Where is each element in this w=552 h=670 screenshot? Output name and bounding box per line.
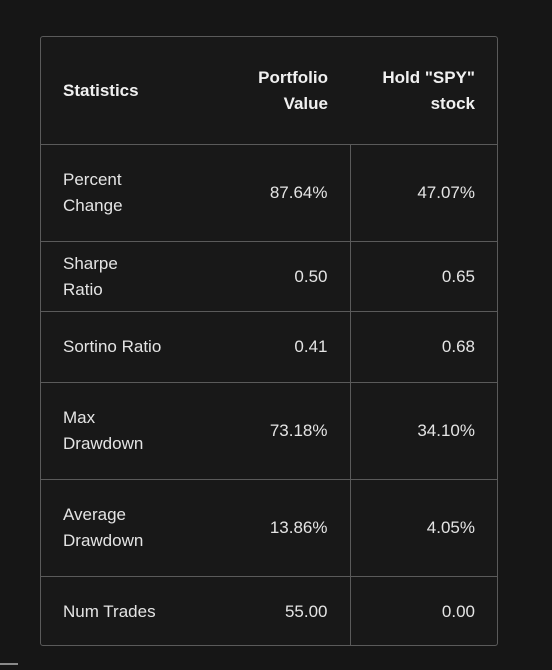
statistics-grid: Statistics Portfolio Value Hold "SPY" st… — [41, 37, 497, 646]
table-header: Statistics Portfolio Value Hold "SPY" st… — [41, 37, 497, 145]
row-label: Sortino Ratio — [41, 311, 192, 383]
scroll-indicator — [0, 663, 18, 665]
portfolio-value-header: Portfolio Value — [192, 37, 350, 145]
row-label-line2: Drawdown — [63, 531, 144, 550]
row-label-line1: Sortino Ratio — [63, 337, 162, 356]
row-label-line1: Sharpe Ratio — [63, 253, 118, 299]
spy-header-line1: Hold "SPY" — [382, 67, 475, 87]
spy-cell: 0.65 — [349, 241, 497, 312]
table-body: Percent Change 87.64% 47.07% Sharpe Ratio… — [41, 144, 497, 647]
row-label-line1: Num Trades — [63, 601, 156, 621]
row-label: Percent Change — [41, 144, 192, 242]
header-row: Statistics Portfolio Value Hold "SPY" st… — [41, 37, 497, 145]
row-label: Average Drawdown — [41, 479, 192, 577]
portfolio-cell: 87.64% — [192, 144, 350, 242]
portfolio-cell: 0.41 — [192, 311, 350, 383]
row-label-line1: Max — [63, 408, 96, 427]
hold-spy-header: Hold "SPY" stock — [350, 37, 497, 145]
row-label-line2: Change — [63, 196, 123, 215]
table-row: Max Drawdown 73.18% 34.10% — [41, 382, 497, 480]
table-row: Num Trades 55.00 0.00 — [41, 576, 497, 647]
spy-cell: 47.07% — [349, 144, 497, 242]
row-label-line1: Percent — [63, 170, 122, 189]
statistics-header-label: Statistics — [63, 80, 139, 100]
portfolio-header-line1: Portfolio — [258, 67, 328, 87]
spy-cell: 34.10% — [349, 382, 497, 480]
statistics-table: Statistics Portfolio Value Hold "SPY" st… — [40, 36, 498, 646]
spy-cell: 4.05% — [349, 479, 497, 577]
portfolio-cell: 73.18% — [192, 382, 350, 480]
row-label-line1: Average — [63, 505, 127, 524]
row-label-line2: Drawdown — [63, 434, 144, 453]
portfolio-cell: 13.86% — [192, 479, 350, 577]
row-label: Max Drawdown — [41, 382, 192, 480]
statistics-header: Statistics — [41, 37, 192, 145]
table-row: Sortino Ratio 0.41 0.68 — [41, 311, 497, 383]
table-row: Sharpe Ratio 0.50 0.65 — [41, 241, 497, 312]
table-row: Average Drawdown 13.86% 4.05% — [41, 479, 497, 577]
row-label: Sharpe Ratio — [41, 241, 192, 312]
spy-cell: 0.68 — [349, 311, 497, 383]
spy-header-line2: stock — [430, 93, 475, 113]
portfolio-header-line2: Value — [283, 93, 328, 113]
row-label: Num Trades — [41, 577, 192, 647]
portfolio-cell: 55.00 — [284, 601, 328, 621]
spy-cell: 0.00 — [349, 576, 497, 646]
table-row: Percent Change 87.64% 47.07% — [41, 144, 497, 242]
portfolio-cell: 0.50 — [192, 241, 350, 312]
